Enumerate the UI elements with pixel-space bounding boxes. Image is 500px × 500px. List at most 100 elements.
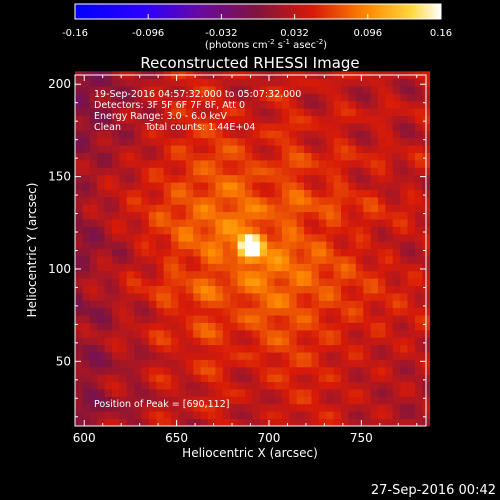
heatmap-pixel (82, 278, 91, 286)
heatmap-pixel (414, 137, 423, 146)
colorbar-units: (photons cm-2 s-1 asec-2) (205, 38, 327, 51)
heatmap-pixel (200, 115, 209, 124)
heatmap-pixel (289, 174, 298, 183)
heatmap-pixel (289, 270, 298, 279)
heatmap-pixel (156, 219, 165, 227)
heatmap-pixel (97, 78, 105, 87)
heatmap-pixel (104, 123, 113, 131)
heatmap-pixel (215, 374, 224, 383)
heatmap-pixel (377, 329, 386, 338)
heatmap-pixel (333, 100, 342, 109)
heatmap-pixel (414, 270, 423, 279)
heatmap-pixel (252, 189, 261, 198)
heatmap-pixel (363, 219, 371, 227)
heatmap-pixel (377, 145, 386, 153)
heatmap-pixel (414, 130, 423, 139)
heatmap-pixel (97, 233, 105, 242)
heatmap-pixel (318, 366, 327, 375)
heatmap-pixel (289, 115, 298, 124)
heatmap-pixel (363, 145, 371, 153)
heatmap-pixel (259, 315, 268, 323)
heatmap-pixel (163, 145, 172, 153)
heatmap-pixel (111, 389, 120, 397)
heatmap-pixel (318, 263, 327, 272)
y-tick-label: 200 (48, 77, 71, 91)
heatmap-pixel (385, 418, 394, 427)
heatmap-pixel (134, 352, 142, 360)
heatmap-pixel (414, 219, 423, 227)
heatmap-pixel (267, 396, 275, 405)
heatmap-pixel (178, 315, 187, 323)
heatmap-pixel (304, 322, 312, 331)
heatmap-pixel (141, 263, 150, 272)
heatmap-pixel (363, 226, 371, 235)
heatmap-pixel (392, 285, 401, 294)
colorbar-tick-label: 0.16 (430, 28, 452, 39)
heatmap-pixel (311, 196, 320, 205)
heatmap-pixel (289, 344, 298, 353)
heatmap-pixel (82, 100, 91, 109)
heatmap-pixel (185, 86, 194, 94)
heatmap-pixel (318, 167, 327, 176)
heatmap-pixel (363, 315, 371, 323)
heatmap-pixel (111, 137, 120, 146)
heatmap-pixel (141, 152, 150, 161)
heatmap-pixel (89, 322, 98, 331)
heatmap-pixel (259, 130, 268, 139)
heatmap-pixel (82, 315, 91, 323)
heatmap-pixel (134, 204, 142, 213)
heatmap-pixel (400, 270, 408, 279)
heatmap-pixel (355, 366, 364, 375)
heatmap-pixel (407, 381, 416, 390)
heatmap-pixel (119, 152, 128, 161)
heatmap-pixel (281, 403, 290, 412)
heatmap-pixel (414, 211, 423, 220)
heatmap-pixel (119, 418, 128, 427)
heatmap-pixel (230, 182, 238, 190)
heatmap-pixel (156, 344, 165, 353)
heatmap-pixel (311, 174, 320, 183)
heatmap-pixel (178, 381, 187, 390)
heatmap-pixel (200, 233, 209, 242)
heatmap-pixel (296, 196, 305, 205)
heatmap-pixel (171, 256, 179, 264)
heatmap-pixel (289, 189, 298, 198)
heatmap-pixel (326, 292, 335, 301)
heatmap-pixel (400, 248, 408, 257)
heatmap-pixel (267, 248, 275, 257)
heatmap-pixel (341, 270, 349, 279)
heatmap-pixel (156, 145, 165, 153)
heatmap-pixel (134, 152, 142, 161)
heatmap-pixel (119, 270, 128, 279)
heatmap-pixel (267, 270, 275, 279)
heatmap-pixel (89, 389, 98, 397)
heatmap-pixel (407, 152, 416, 161)
heatmap-pixel (163, 307, 172, 316)
heatmap-pixel (237, 145, 246, 153)
heatmap-pixel (333, 270, 342, 279)
heatmap-pixel (259, 359, 268, 368)
heatmap-pixel (230, 219, 238, 227)
heatmap-pixel (89, 189, 98, 198)
heatmap-pixel (200, 196, 209, 205)
heatmap-pixel (119, 285, 128, 294)
heatmap-pixel (163, 241, 172, 250)
heatmap-pixel (208, 78, 216, 87)
heatmap-pixel (171, 152, 179, 161)
heatmap-pixel (311, 211, 320, 220)
heatmap-pixel (407, 100, 416, 109)
heatmap-pixel (407, 115, 416, 124)
heatmap-pixel (259, 256, 268, 264)
heatmap-pixel (148, 93, 157, 102)
heatmap-pixel (185, 189, 194, 198)
heatmap-pixel (296, 344, 305, 353)
heatmap-pixel (89, 256, 98, 264)
heatmap-pixel (400, 329, 408, 338)
heatmap-pixel (97, 115, 105, 124)
heatmap-pixel (311, 329, 320, 338)
heatmap-pixel (222, 108, 231, 117)
heatmap-pixel (141, 182, 150, 190)
heatmap-pixel (178, 204, 187, 213)
heatmap-pixel (82, 115, 91, 124)
heatmap-pixel (311, 137, 320, 146)
